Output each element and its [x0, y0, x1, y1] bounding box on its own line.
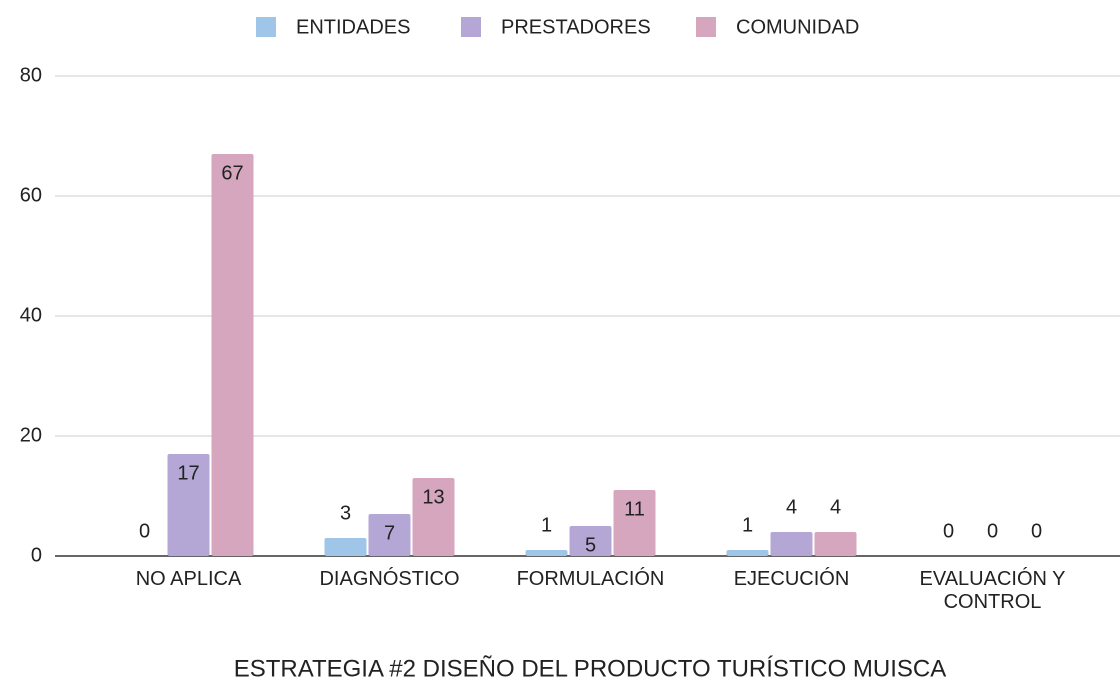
x-tick-label: EJECUCIÓN: [733, 568, 850, 590]
y-tick-label: 60: [20, 184, 42, 206]
value-label: 0: [1031, 520, 1042, 542]
legend-label: PRESTADORES: [501, 16, 651, 38]
value-label: 1: [541, 514, 552, 536]
value-label: 0: [943, 520, 954, 542]
value-label: 11: [624, 498, 645, 520]
legend-swatch: [461, 17, 481, 37]
x-tick-label: DIAGNÓSTICO: [319, 568, 460, 590]
legend-label: COMUNIDAD: [736, 16, 859, 38]
x-tick-label: NO APLICA: [135, 568, 242, 590]
bar: [324, 538, 367, 556]
bar: [211, 154, 254, 556]
bar: [726, 550, 769, 556]
value-label: 67: [221, 162, 243, 184]
bar: [569, 526, 612, 556]
bar: [814, 532, 857, 556]
bar: [412, 478, 455, 556]
bar: [613, 490, 656, 556]
value-label: 7: [384, 522, 395, 544]
y-tick-label: 20: [20, 424, 42, 446]
value-label: 13: [422, 486, 444, 508]
legend-swatch: [696, 17, 716, 37]
legend-swatch: [256, 17, 276, 37]
y-tick-label: 0: [31, 544, 42, 566]
x-axis-title: ESTRATEGIA #2 DISEÑO DEL PRODUCTO TURÍST…: [234, 655, 947, 682]
bar: [167, 454, 210, 556]
bar: [368, 514, 411, 556]
value-label: 0: [139, 520, 150, 542]
value-label: 1: [742, 514, 753, 536]
y-tick-label: 40: [20, 304, 42, 326]
x-tick-label: FORMULACIÓN: [516, 568, 665, 590]
value-label: 4: [786, 496, 797, 518]
bar: [525, 550, 568, 556]
value-label: 5: [585, 534, 596, 556]
y-tick-label: 80: [20, 64, 42, 86]
value-label: 17: [177, 462, 199, 484]
x-tick-label: EVALUACIÓN Y CONTROL: [919, 568, 1066, 613]
value-label: 4: [830, 496, 841, 518]
value-label: 3: [340, 502, 351, 524]
legend-label: ENTIDADES: [296, 16, 410, 38]
bar: [770, 532, 813, 556]
value-label: 0: [987, 520, 998, 542]
